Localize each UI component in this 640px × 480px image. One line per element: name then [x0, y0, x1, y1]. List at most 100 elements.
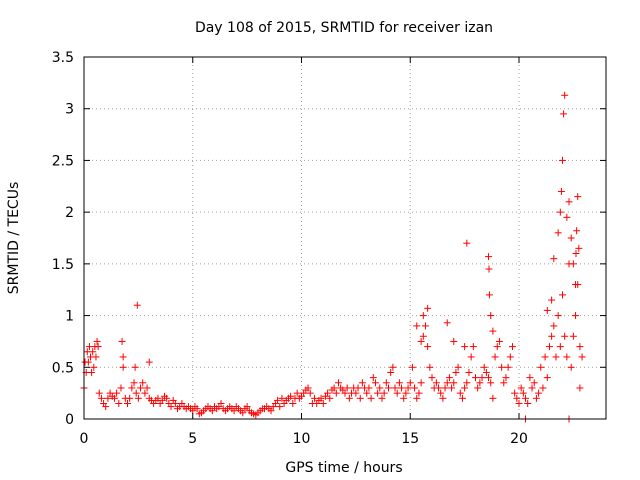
- data-point: [576, 384, 584, 392]
- y-tick-label: 0: [65, 412, 74, 428]
- data-point: [163, 394, 171, 402]
- data-point: [489, 394, 497, 402]
- data-point: [537, 363, 545, 371]
- data-point: [572, 281, 580, 289]
- data-point: [319, 399, 327, 407]
- data-point: [352, 389, 360, 397]
- data-point: [81, 358, 89, 366]
- data-point: [424, 304, 432, 312]
- data-point: [504, 363, 512, 371]
- data-point: [506, 353, 514, 361]
- data-point: [535, 389, 543, 397]
- axes: 0 0.5 1 1.5 2 2.5 3 3.5 0 5 10 15 20: [52, 50, 606, 447]
- data-point: [411, 384, 419, 392]
- data-point: [487, 379, 495, 387]
- data-point: [88, 368, 96, 376]
- data-point: [554, 312, 562, 320]
- data-point: [495, 337, 503, 345]
- data-point: [443, 379, 451, 387]
- data-point: [443, 319, 451, 327]
- data-point: [115, 399, 123, 407]
- y-tick-label: 1.5: [52, 257, 74, 273]
- data-point: [461, 384, 469, 392]
- data-point: [428, 374, 436, 382]
- data-point: [287, 392, 295, 400]
- data-point: [131, 363, 139, 371]
- data-point: [400, 394, 408, 402]
- data-point: [365, 384, 373, 392]
- data-point: [563, 213, 571, 221]
- data-point: [524, 399, 532, 407]
- data-point: [278, 394, 286, 402]
- data-point: [543, 374, 551, 382]
- data-point: [572, 250, 580, 258]
- data-point: [93, 337, 101, 345]
- data-point: [243, 403, 251, 411]
- data-point: [134, 394, 142, 402]
- x-tick-label: 10: [293, 431, 311, 447]
- data-point: [356, 394, 364, 402]
- data-point: [141, 389, 149, 397]
- data-point: [567, 363, 575, 371]
- data-point: [487, 312, 495, 320]
- x-tick-label: 5: [188, 431, 197, 447]
- data-point: [104, 394, 112, 402]
- data-point: [485, 265, 493, 273]
- data-point: [502, 374, 510, 382]
- data-point: [118, 337, 126, 345]
- data-point: [574, 193, 582, 201]
- data-point: [97, 394, 105, 402]
- data-point: [560, 110, 568, 118]
- data-point: [489, 327, 497, 335]
- data-point: [552, 353, 560, 361]
- data-point: [417, 337, 425, 345]
- data-point: [158, 396, 166, 404]
- data-point: [517, 384, 525, 392]
- data-point: [334, 379, 342, 387]
- data-point: [345, 394, 353, 402]
- data-point: [435, 384, 443, 392]
- data-point: [419, 312, 427, 320]
- data-point: [385, 384, 392, 392]
- data-point: [439, 394, 447, 402]
- data-point: [94, 343, 102, 351]
- data-point: [193, 405, 201, 413]
- data-point: [432, 379, 440, 387]
- data-point: [374, 389, 382, 397]
- data-point: [239, 409, 247, 417]
- data-point: [113, 389, 121, 397]
- data-point: [467, 353, 475, 361]
- data-point: [326, 394, 334, 402]
- data-point: [550, 322, 558, 330]
- data-point: [573, 227, 581, 235]
- data-point: [304, 384, 312, 392]
- data-point: [561, 332, 569, 340]
- data-point: [559, 291, 566, 299]
- x-tick-label: 20: [510, 431, 528, 447]
- data-point: [461, 343, 469, 351]
- y-tick-label: 2: [65, 205, 74, 221]
- data-point: [530, 379, 538, 387]
- data-point: [217, 399, 225, 407]
- y-tick-label: 3: [65, 102, 74, 118]
- data-point: [124, 399, 131, 407]
- data-point: [393, 389, 401, 397]
- data-point: [543, 306, 551, 314]
- data-point: [171, 399, 179, 407]
- data-point: [90, 363, 98, 371]
- data-point: [95, 389, 103, 397]
- data-point: [276, 403, 284, 411]
- chart-title: Day 108 of 2015, SRMTID for receiver iza…: [195, 20, 493, 36]
- data-point: [426, 363, 434, 371]
- data-point: [569, 260, 577, 268]
- data-point: [498, 363, 506, 371]
- data-point: [448, 384, 456, 392]
- x-tick-label: 0: [80, 431, 89, 447]
- y-tick-label: 1: [65, 309, 74, 325]
- data-point: [491, 353, 499, 361]
- data-point: [557, 187, 565, 195]
- data-point: [539, 384, 547, 392]
- data-point: [476, 379, 484, 387]
- data-point: [485, 253, 493, 261]
